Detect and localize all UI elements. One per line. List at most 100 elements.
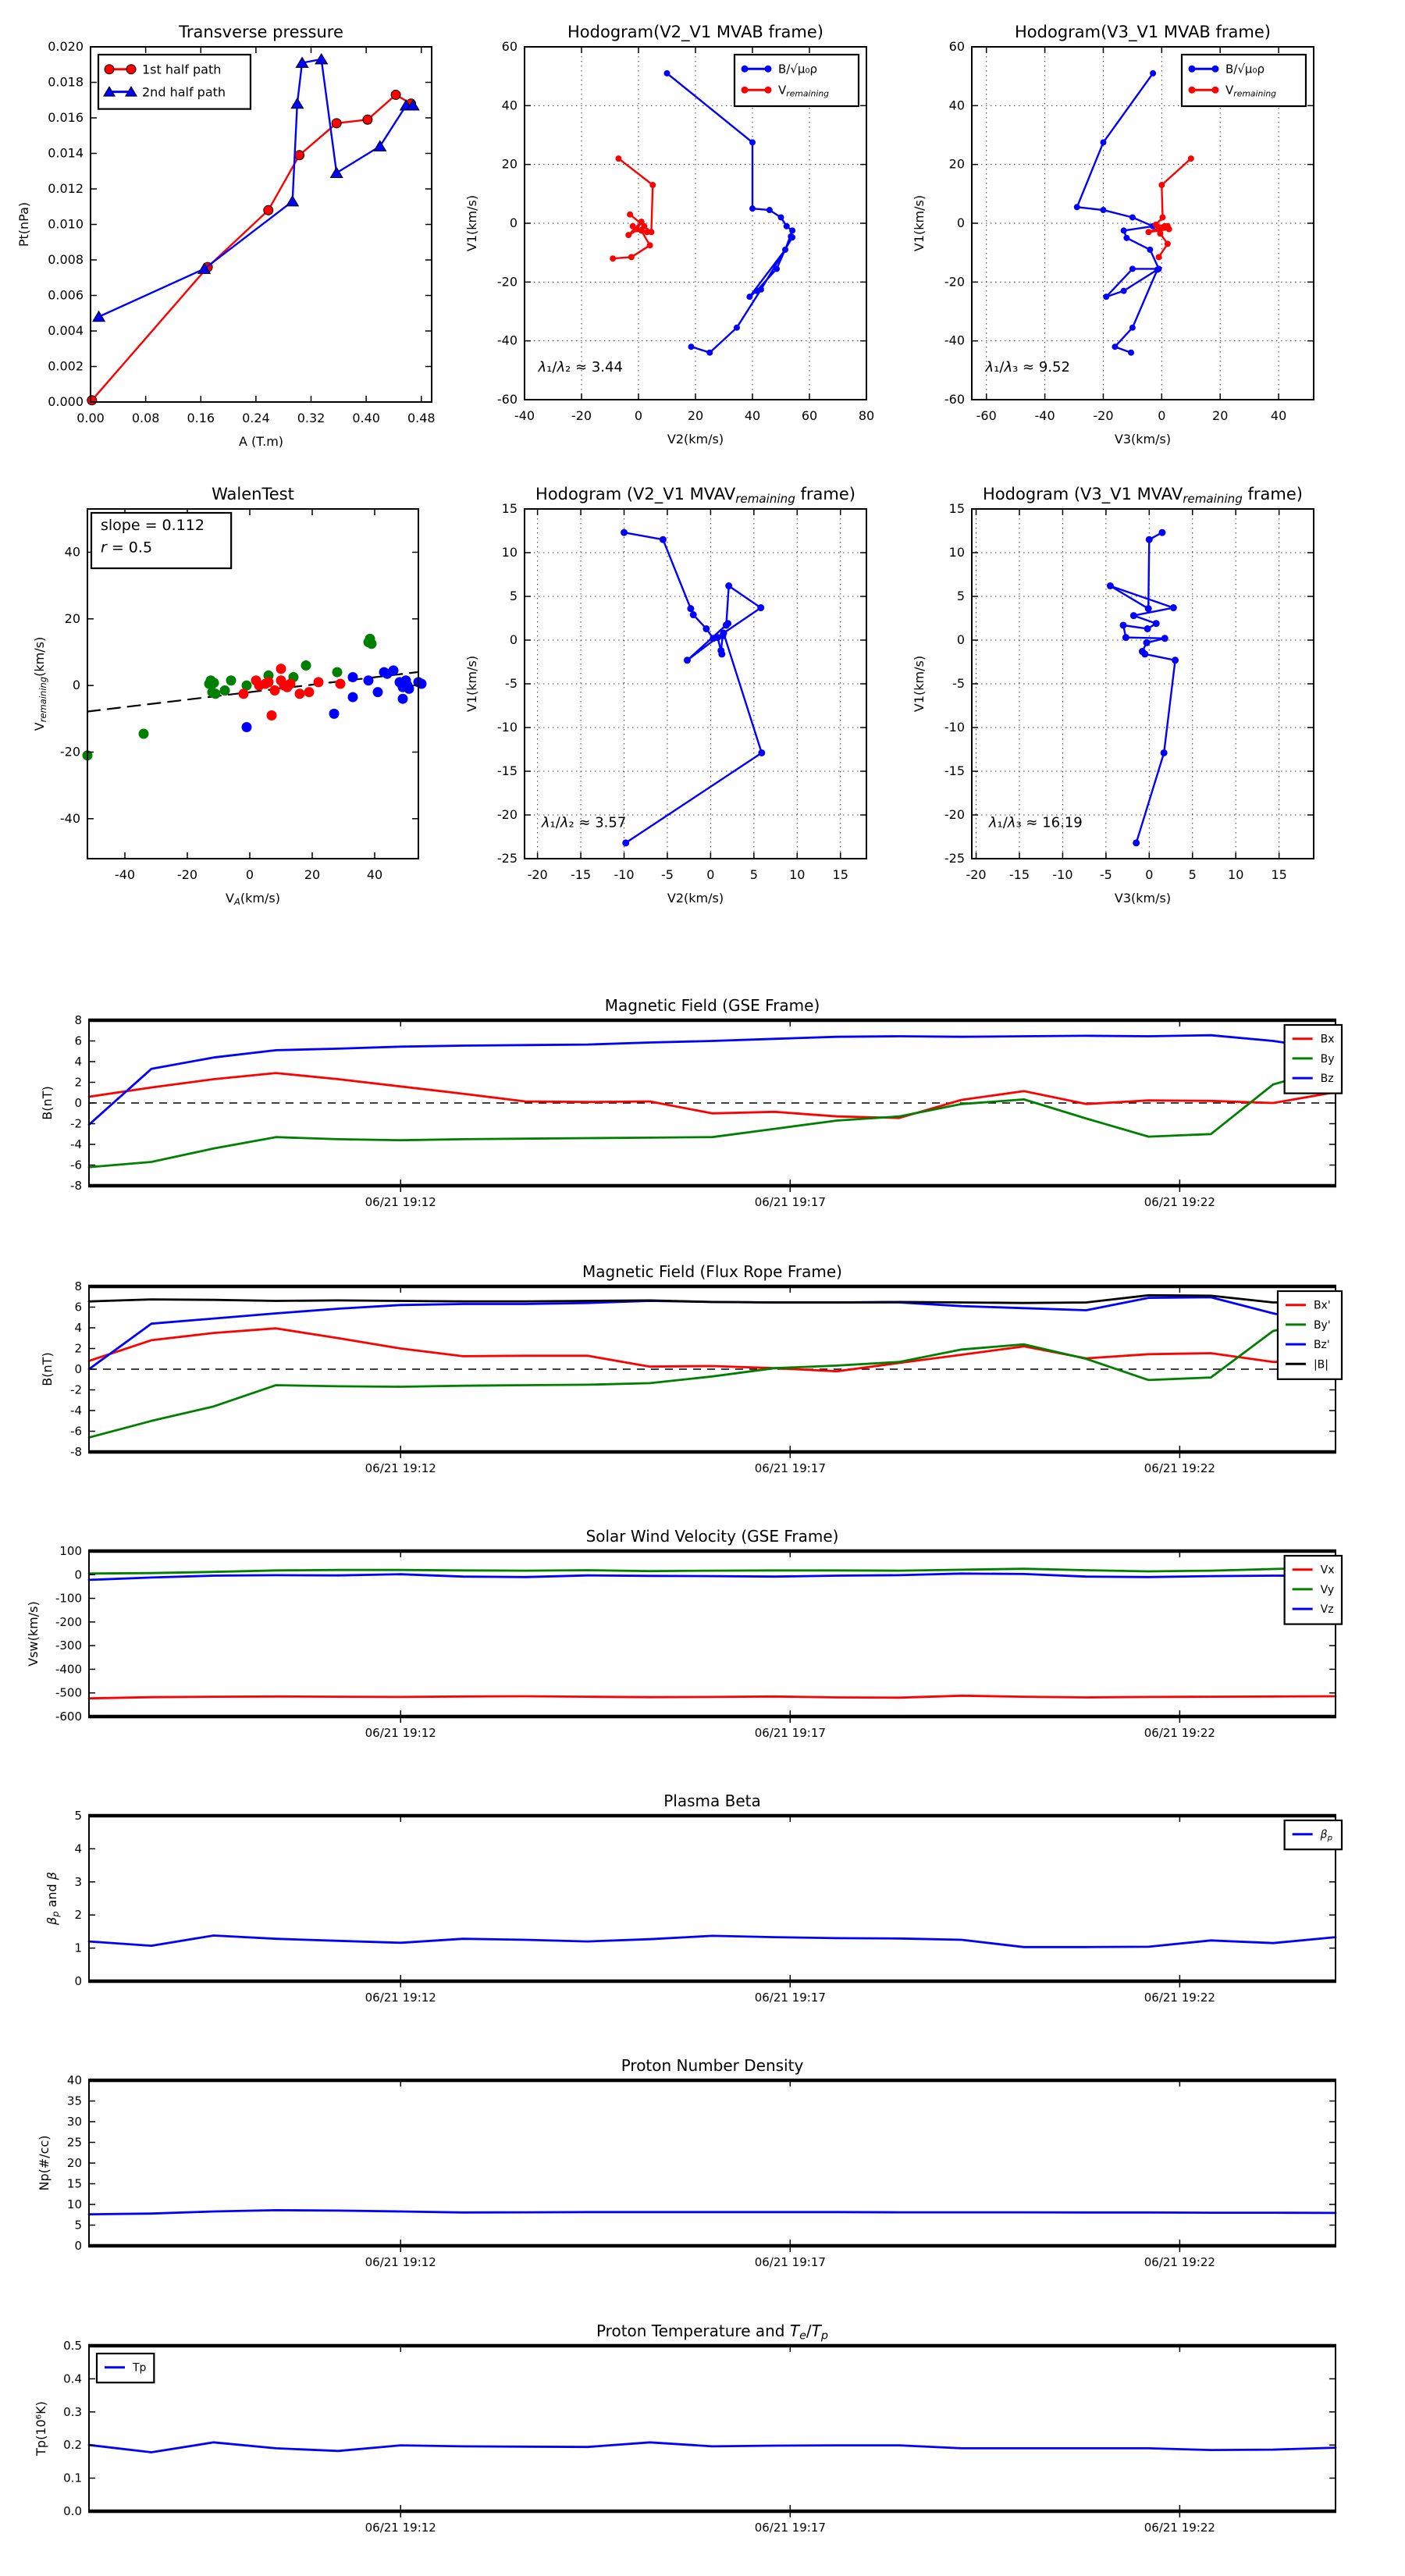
legend-box	[97, 53, 252, 110]
y-tick-label: 0.020	[48, 39, 84, 54]
y-tick-label: -2	[70, 1383, 82, 1397]
legend-label: Vx	[1321, 1564, 1335, 1577]
marker-circle	[362, 114, 373, 125]
x-axis-label: V3(km/s)	[1115, 891, 1171, 906]
y-axis-label: Tp(10⁶K)	[34, 2401, 48, 2457]
y-tick-label: 0.004	[48, 323, 84, 338]
y-tick-label: 0.016	[48, 110, 84, 125]
y-tick-label: -4	[70, 1137, 82, 1151]
marker-dot	[757, 604, 765, 612]
legend: 1st half path 2nd half path	[97, 53, 252, 110]
y-tick-label: -4	[70, 1404, 82, 1418]
marker-dot	[1159, 214, 1166, 221]
marker-dot	[1122, 634, 1129, 642]
stats-box-border	[90, 511, 233, 570]
marker-dot	[1161, 222, 1168, 229]
x-tick-label: 06/21 19:22	[1144, 2521, 1215, 2535]
marker-dot	[1120, 287, 1127, 294]
x-tick-label: 0.08	[132, 411, 160, 425]
legend-label: Vz	[1321, 1603, 1334, 1616]
y-tick-label: 0	[74, 1362, 82, 1376]
x-axis-label: VA(km/s)	[226, 891, 280, 907]
series-Bx-prime-line	[87, 1327, 1337, 1373]
x-tick-label: 0.48	[407, 411, 436, 425]
marker-dot	[725, 582, 733, 590]
x-tick-label: 06/21 19:17	[755, 1461, 826, 1475]
marker-dot	[638, 219, 645, 226]
marker-dot	[766, 207, 773, 214]
y-axis-label: V1(km/s)	[912, 656, 927, 712]
x-tick-label: 06/21 19:17	[755, 2255, 826, 2269]
x-tick-label: 0	[635, 408, 642, 423]
x-tick-label: 06/21 19:22	[1144, 1461, 1215, 1475]
marker-triangle	[315, 52, 329, 65]
legend-label: Bz	[1321, 1073, 1334, 1085]
scatter-point	[332, 667, 343, 678]
y-tick-label: -25	[497, 851, 518, 866]
marker-dot	[777, 214, 784, 221]
scatter-point	[138, 728, 149, 739]
marker-dot	[758, 749, 766, 756]
scatter-point	[208, 678, 219, 688]
x-tick-label: 5	[750, 867, 758, 882]
legend-box	[1283, 1819, 1343, 1851]
panel-title: Hodogram(V3_V1 MVAB frame)	[1015, 23, 1271, 42]
x-tick-label: 10	[789, 867, 805, 882]
y-tick-label: -20	[944, 807, 965, 822]
legend: Vx Vy Vz	[1283, 1554, 1343, 1625]
stats-text: r = 0.5	[101, 539, 152, 556]
y-tick-label: 1	[74, 1941, 82, 1955]
marker-dot	[1100, 139, 1107, 146]
series-V-path-line	[623, 532, 763, 845]
marker-dot	[625, 232, 632, 239]
panel-solar-wind-velocity: 06/21 19:12 06/21 19:17 06/21 19:22 -600 -50…	[26, 1527, 1343, 1740]
x-tick-label: 06/21 19:12	[365, 1991, 436, 2005]
panel-proton-temperature: 06/21 19:12 06/21 19:17 06/21 19:22 0.0 0.1 0…	[34, 2322, 1337, 2535]
y-tick-label: 2	[74, 1908, 82, 1922]
panel-title: Transverse pressure	[178, 23, 343, 41]
x-tick-label: 40	[367, 867, 382, 882]
y-tick-label: 0	[957, 632, 965, 647]
scatter-point	[269, 685, 280, 696]
marker-dot	[1188, 86, 1196, 94]
x-tick-label: 60	[802, 408, 817, 423]
marker-dot	[1120, 227, 1127, 234]
y-tick-label: 0	[510, 632, 518, 647]
y-tick-label: 40	[949, 98, 965, 112]
y-tick-label: 0.5	[63, 2339, 82, 2353]
legend-label: Vremaining	[1225, 84, 1276, 99]
y-tick-label: 0	[957, 215, 965, 230]
y-tick-label: 2	[74, 1076, 82, 1090]
marker-dot	[649, 182, 656, 189]
marker-dot	[1143, 639, 1151, 646]
x-tick-label: -20	[177, 867, 197, 882]
series-V-path-markers	[621, 528, 766, 847]
x-tick-label: 06/21 19:12	[365, 1461, 436, 1475]
series-1st-half-path-markers	[87, 89, 417, 406]
x-tick-label: 06/21 19:12	[365, 1726, 436, 1740]
y-tick-label: -10	[497, 720, 518, 735]
marker-dot	[1144, 624, 1151, 632]
y-tick-label: 15	[949, 501, 965, 516]
y-tick-label: 15	[67, 2177, 82, 2191]
scatter-point	[329, 708, 340, 719]
y-tick-label: 5	[74, 2218, 82, 2233]
y-tick-label: 10	[949, 545, 965, 560]
stats-box: slope = 0.112 r = 0.5	[90, 511, 233, 570]
scatter-green	[82, 633, 377, 761]
marker-dot	[646, 242, 653, 249]
series-Tp-line	[87, 2441, 1337, 2453]
series-B-sqrt-mu0rho-markers	[1073, 69, 1162, 356]
y-tick-label: 4	[74, 1321, 82, 1335]
marker-dot	[1100, 207, 1107, 214]
scatter-point	[238, 688, 249, 699]
panel-hodogram-v2v1-mvab: -40 -20 0 20 40 60 80-60-40-200204060Hodogram(…	[464, 23, 874, 447]
scatter-point	[404, 683, 414, 694]
marker-triangle	[102, 86, 116, 97]
y-tick-label: 15	[502, 501, 518, 516]
y-tick-label: 4	[74, 1055, 82, 1069]
scatter-point	[347, 671, 358, 682]
y-axis-label: V1(km/s)	[912, 195, 927, 251]
series-B-sqrt-mu0rho-line	[666, 72, 794, 354]
panel-title: Magnetic Field (GSE Frame)	[605, 996, 820, 1015]
